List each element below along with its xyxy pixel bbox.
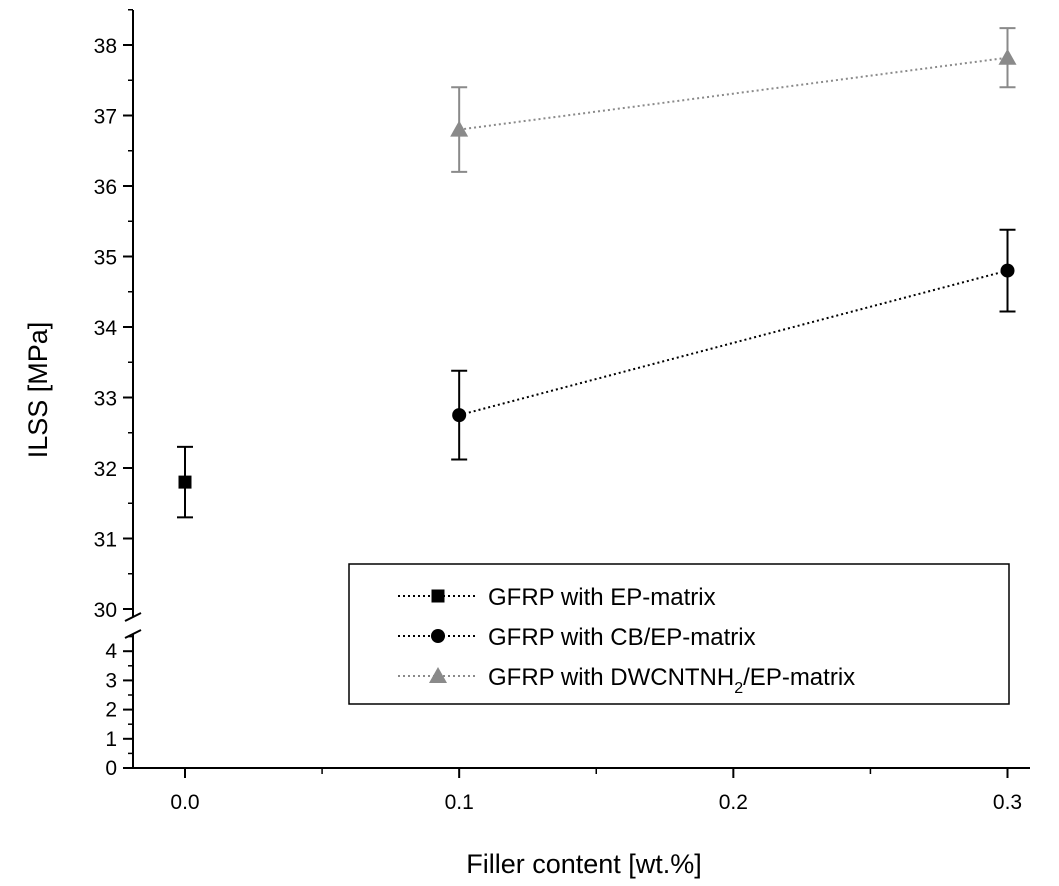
data-point xyxy=(452,408,467,423)
y-tick-label: 30 xyxy=(94,599,117,622)
legend-label-main: GFRP with DWCNTNH xyxy=(488,664,734,691)
legend-label: GFRP with DWCNTNH2/EP-matrix xyxy=(488,664,855,697)
axis-break-mark xyxy=(124,629,142,639)
data-point xyxy=(450,120,469,137)
legend-label-rest: /EP-matrix xyxy=(743,664,855,691)
y-axis-title: ILSS [MPa] xyxy=(23,322,53,459)
y-tick-label: 33 xyxy=(94,388,117,411)
x-tick-label: 0.2 xyxy=(719,791,748,814)
series-1 xyxy=(177,445,193,519)
legend: GFRP with EP-matrix GFRP with CB/EP-matri… xyxy=(348,563,1010,705)
y-tick-label: 35 xyxy=(94,247,117,270)
y-tick-label: 38 xyxy=(94,35,117,58)
y-tick-label: 36 xyxy=(94,176,117,199)
series-2 xyxy=(451,228,1016,461)
legend-box xyxy=(348,563,1010,705)
y-tick-label: 1 xyxy=(105,728,117,751)
data-point xyxy=(998,48,1017,65)
y-tick-label: 37 xyxy=(94,106,117,129)
legend-label: GFRP with CB/EP-matrix xyxy=(488,624,756,651)
series-line xyxy=(458,269,1008,417)
y-tick-label: 2 xyxy=(105,699,117,722)
y-tick-label: 32 xyxy=(94,458,117,481)
x-tick-label: 0.3 xyxy=(993,791,1022,814)
axis-break-mark xyxy=(124,612,142,622)
series-line xyxy=(459,56,1008,131)
x-tick-label: 0.1 xyxy=(445,791,474,814)
legend-marker xyxy=(431,589,445,603)
y-tick-label: 0 xyxy=(105,757,117,780)
series-3 xyxy=(450,27,1017,173)
legend-marker xyxy=(429,667,447,683)
y-tick-label: 4 xyxy=(105,640,117,663)
x-axis-title: Filler content [wt.%] xyxy=(466,849,702,879)
legend-marker xyxy=(431,629,445,643)
y-tick-label: 3 xyxy=(105,669,117,692)
y-tick-label: 31 xyxy=(94,529,117,552)
y-tick-label: 34 xyxy=(94,317,118,340)
data-point xyxy=(178,475,192,489)
data-point xyxy=(1000,263,1015,278)
x-tick-label: 0.0 xyxy=(170,791,199,814)
legend-label: GFRP with EP-matrix xyxy=(488,584,716,611)
legend-label-subscript: 2 xyxy=(734,680,743,697)
